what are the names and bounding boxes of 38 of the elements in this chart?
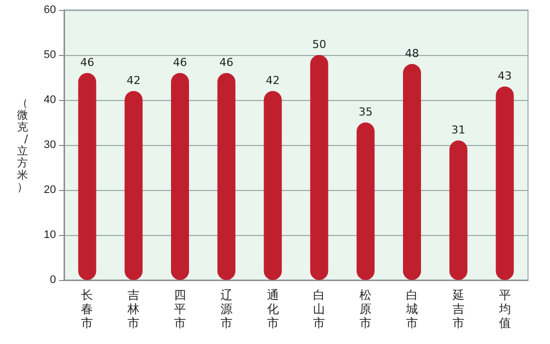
x-tick-label: 平均值	[498, 288, 511, 330]
y-tick-label: 50	[44, 49, 56, 61]
data-label: 42	[126, 74, 141, 87]
data-label: 46	[219, 56, 234, 69]
data-label: 31	[451, 124, 466, 136]
bar	[356, 122, 375, 280]
x-tick-label: 延吉市	[451, 288, 464, 330]
x-tick-label: 松原市	[360, 288, 372, 330]
y-axis-title: （微克/立方米）	[17, 96, 28, 194]
bar	[78, 73, 96, 280]
data-label: 50	[312, 38, 326, 51]
data-label: 35	[358, 106, 373, 118]
x-tick-label: 长春市	[81, 288, 94, 330]
bar	[171, 73, 189, 280]
y-tick-label: 60	[44, 4, 56, 16]
x-tick-label: 白城市	[405, 288, 418, 330]
bar	[496, 86, 514, 280]
bar	[217, 73, 236, 280]
data-label: 48	[405, 47, 419, 60]
y-tick-label: 40	[44, 94, 56, 106]
x-tick-label: 吉林市	[126, 288, 140, 330]
bar	[449, 140, 468, 280]
data-label: 43	[498, 70, 512, 82]
x-tick-label: 通化市	[266, 288, 279, 330]
bar	[264, 91, 282, 280]
data-label: 46	[80, 56, 94, 69]
x-tick-label: 辽源市	[220, 288, 232, 330]
data-label: 46	[173, 56, 187, 69]
y-tick-label: 20	[44, 184, 56, 196]
data-label: 42	[266, 74, 280, 87]
x-tick-label: 白山市	[313, 288, 326, 330]
y-tick-label: 0	[50, 274, 56, 286]
bar	[310, 55, 328, 280]
bar	[403, 64, 421, 280]
y-tick-label: 10	[44, 229, 56, 241]
bar	[124, 91, 143, 280]
y-tick-label: 30	[44, 139, 56, 151]
x-tick-label: 四平市	[174, 288, 186, 330]
